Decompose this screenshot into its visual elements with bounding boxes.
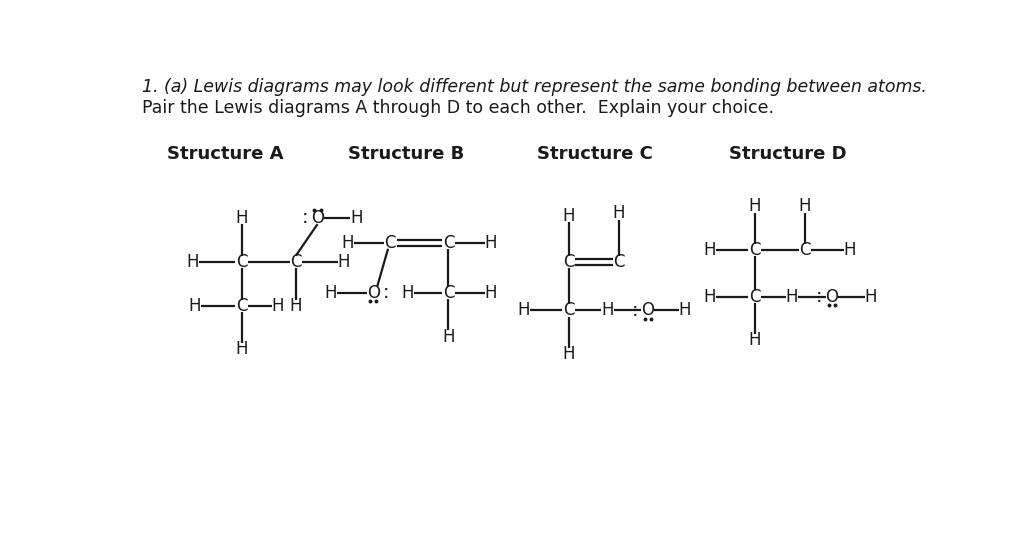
Text: H: H (799, 198, 811, 216)
Text: C: C (290, 253, 301, 271)
Text: H: H (679, 301, 691, 319)
Text: C: C (443, 234, 455, 252)
Text: Structure A: Structure A (166, 145, 283, 163)
Text: O: O (825, 288, 838, 306)
Text: Structure B: Structure B (348, 145, 464, 163)
Text: :: : (631, 301, 637, 320)
Text: C: C (749, 241, 760, 259)
Text: C: C (443, 284, 455, 302)
Text: H: H (272, 297, 284, 314)
Text: H: H (562, 345, 574, 363)
Text: H: H (703, 241, 716, 259)
Text: C: C (799, 241, 811, 259)
Text: O: O (366, 284, 380, 302)
Text: H: H (289, 297, 302, 314)
Text: H: H (401, 284, 414, 302)
Text: H: H (235, 209, 248, 227)
Text: H: H (518, 301, 530, 319)
Text: H: H (485, 234, 497, 252)
Text: H: H (865, 288, 877, 306)
Text: H: H (613, 204, 625, 222)
Text: H: H (748, 331, 761, 349)
Text: H: H (189, 297, 201, 314)
Text: O: O (641, 301, 655, 319)
Text: H: H (187, 253, 199, 271)
Text: H: H (338, 253, 350, 271)
Text: H: H (485, 284, 497, 302)
Text: H: H (748, 198, 761, 216)
Text: H: H (786, 288, 798, 306)
Text: H: H (562, 207, 574, 224)
Text: H: H (443, 328, 455, 346)
Text: C: C (235, 297, 248, 314)
Text: :: : (384, 283, 390, 302)
Text: H: H (341, 234, 354, 252)
Text: :: : (816, 287, 822, 306)
Text: C: C (385, 234, 396, 252)
Text: C: C (235, 253, 248, 271)
Text: 1. (a) Lewis diagrams may look different but represent the same bonding between : 1. (a) Lewis diagrams may look different… (142, 78, 928, 96)
Text: H: H (703, 288, 716, 306)
Text: Structure D: Structure D (729, 145, 847, 163)
Text: :: : (301, 209, 309, 228)
Text: Structure C: Structure C (537, 145, 653, 163)
Text: O: O (311, 209, 324, 227)
Text: H: H (843, 241, 857, 259)
Text: C: C (563, 301, 574, 319)
Text: H: H (325, 284, 337, 302)
Text: Pair the Lewis diagrams A through D to each other.  Explain your choice.: Pair the Lewis diagrams A through D to e… (142, 99, 774, 117)
Text: H: H (235, 340, 248, 358)
Text: H: H (601, 301, 614, 319)
Text: C: C (563, 253, 574, 271)
Text: C: C (613, 253, 625, 271)
Text: H: H (350, 209, 362, 227)
Text: C: C (749, 288, 760, 306)
